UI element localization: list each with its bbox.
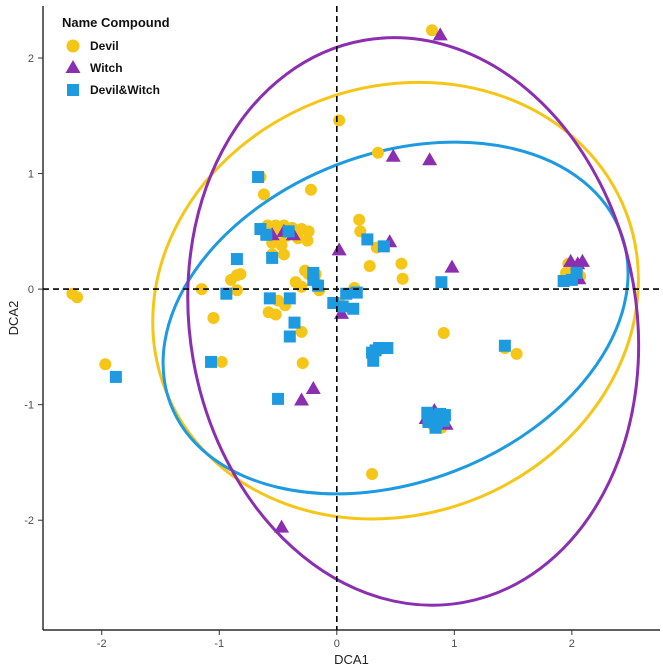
legend-title: Name Compound: [62, 15, 170, 30]
legend-devil-witch-label: Devil&Witch: [90, 83, 160, 97]
y-tick-label: 1: [28, 169, 34, 181]
point-devil-witch: [429, 421, 442, 434]
point-devil-witch: [272, 392, 285, 405]
ellipse-witch: [186, 36, 641, 607]
point-devil-witch: [220, 287, 233, 300]
point-devil: [426, 24, 439, 37]
point-devil: [99, 358, 112, 371]
point-devil: [295, 280, 308, 293]
point-devil-witch: [367, 354, 380, 367]
y-tick-label: -2: [24, 515, 34, 527]
point-devil: [395, 257, 408, 270]
point-devil: [296, 357, 309, 370]
point-witch: [432, 27, 448, 41]
legend: Name Compound Devil Witch Devil&Witch: [62, 15, 170, 97]
point-devil: [295, 325, 308, 338]
ellipse-layer: [151, 36, 641, 607]
point-devil: [269, 308, 282, 321]
point-devil: [396, 272, 409, 285]
point-devil: [71, 291, 84, 304]
point-devil-witch: [347, 302, 360, 315]
x-tick-label: -1: [214, 638, 224, 650]
point-witch: [422, 152, 438, 166]
point-devil: [333, 114, 346, 127]
point-devil-witch: [377, 240, 390, 253]
point-devil-witch: [266, 251, 279, 264]
ellipse-devil: [151, 80, 640, 521]
point-devil-witch: [381, 342, 394, 355]
x-tick-label: 0: [334, 638, 340, 650]
y-tick-label: 0: [28, 284, 34, 296]
point-devil: [302, 225, 315, 238]
x-tick-label: -2: [97, 638, 107, 650]
legend-devil-marker: [66, 39, 80, 53]
legend-entry-devil: Devil: [66, 39, 119, 53]
point-devil: [215, 355, 228, 368]
point-devil-witch: [260, 228, 273, 241]
point-devil-witch: [570, 266, 583, 279]
point-devil: [230, 284, 243, 297]
point-devil-witch: [498, 339, 511, 352]
point-witch: [385, 148, 401, 162]
point-devil: [301, 234, 314, 247]
point-devil-witch: [205, 355, 218, 368]
point-devil: [304, 183, 317, 196]
legend-witch-marker: [65, 60, 81, 73]
point-devil: [366, 468, 379, 480]
point-witch: [444, 259, 460, 273]
point-witch: [305, 380, 321, 394]
point-devil: [437, 327, 450, 340]
y-tick-label: 2: [28, 53, 34, 65]
point-witch: [574, 253, 590, 267]
legend-devil-label: Devil: [90, 39, 119, 53]
point-witch: [331, 242, 347, 256]
point-devil: [207, 312, 220, 324]
legend-devil-witch-marker: [67, 84, 79, 96]
point-devil: [195, 283, 208, 296]
point-devil-witch: [230, 253, 243, 266]
point-devil-witch: [336, 300, 349, 313]
y-tick-label: -1: [24, 400, 34, 412]
x-axis-title: DCA1: [334, 652, 369, 667]
point-devil-witch: [435, 276, 448, 289]
point-devil: [257, 188, 270, 201]
point-devil-witch: [282, 225, 295, 238]
legend-witch-label: Witch: [90, 61, 123, 75]
y-axis-title: DCA2: [6, 301, 21, 336]
point-devil-witch: [252, 171, 265, 184]
point-devil: [371, 146, 384, 159]
point-devil-witch: [283, 330, 296, 343]
point-devil: [353, 213, 366, 226]
point-devil: [510, 347, 523, 360]
point-devil-witch: [340, 287, 353, 300]
point-devil-witch: [283, 292, 296, 305]
x-tick-label: 2: [569, 638, 575, 650]
point-devil: [363, 260, 376, 272]
point-devil-witch: [109, 370, 122, 383]
legend-entry-devil-witch: Devil&Witch: [67, 83, 160, 97]
point-devil: [275, 239, 288, 252]
reference-lines: [43, 6, 660, 630]
point-devil-witch: [263, 292, 276, 305]
point-devil-witch: [361, 233, 374, 246]
point-devil-witch: [288, 316, 301, 329]
point-witch: [294, 392, 310, 406]
point-devil: [230, 269, 243, 282]
point-devil: [277, 248, 290, 261]
points-layer: [66, 24, 590, 533]
x-tick-label: 1: [451, 638, 457, 650]
point-witch: [274, 519, 290, 533]
axes: -2 -1 0 1 2 -2 -1 0 1 2: [24, 6, 660, 650]
legend-entry-witch: Witch: [65, 60, 123, 75]
